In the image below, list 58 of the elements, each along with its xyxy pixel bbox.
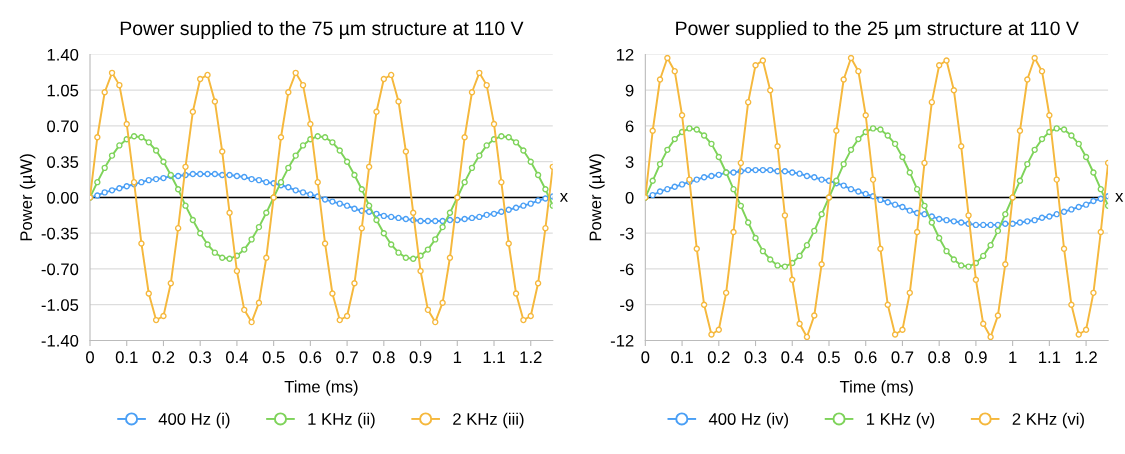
x-axis-title: Time (ms) [284, 380, 358, 396]
x-tick-label: 0.4 [225, 351, 249, 364]
x-axis-title: Time (ms) [839, 380, 913, 396]
annotation: x [559, 193, 568, 202]
y-axis-title: Power (µW) [19, 154, 36, 241]
y-tick-label: 1.40 [47, 48, 79, 61]
x-tick-label: 0.9 [409, 351, 432, 364]
x-tick-label: 0 [641, 351, 650, 364]
x-tick-label: 0 [86, 351, 94, 364]
x-tick-label: 0.7 [891, 351, 914, 364]
y-tick-label: -6 [620, 263, 634, 276]
x-tick-label: 0.2 [707, 351, 730, 364]
annotation: x [1115, 193, 1124, 202]
legend-label: 1 KHz (ii) [308, 412, 375, 429]
chart-title: Power supplied to the 75 µm structure at 110 V [120, 20, 524, 40]
x-tick-label: 0.6 [854, 351, 877, 364]
x-tick-label: 0.6 [299, 351, 322, 364]
y-tick-label: -9 [620, 299, 634, 311]
y-tick-label: 9 [625, 84, 634, 97]
y-tick-label: -1.40 [41, 334, 79, 347]
y-tick-label: 0 [625, 191, 634, 204]
legend-label: 400 Hz (i) [158, 412, 230, 429]
y-tick-label: -1.05 [41, 299, 79, 311]
x-tick-label: 0.4 [781, 351, 804, 364]
y-tick-label: 3 [625, 156, 634, 168]
y-tick-label: 0.00 [47, 191, 79, 204]
x-tick-label: 0.8 [928, 351, 951, 364]
x-tick-label: 1.1 [483, 351, 505, 363]
legend-label: 1 KHz (v) [866, 412, 935, 429]
legend-label: 400 Hz (iv) [708, 412, 789, 429]
chart-title: Power supplied to the 25 µm structure at 110 V [676, 20, 1079, 40]
x-tick-label: 0.1 [115, 351, 138, 364]
y-tick-label: 1.05 [47, 84, 79, 97]
x-tick-label: 1 [453, 351, 462, 363]
y-tick-label: 0.35 [47, 156, 79, 168]
legend-label: 2 KHz (iii) [453, 412, 524, 429]
y-axis-title: Power (µW) [589, 154, 605, 241]
x-tick-label: 0.7 [336, 351, 358, 364]
x-tick-label: 1.2 [520, 351, 542, 363]
x-tick-label: 1.1 [1039, 351, 1061, 363]
x-tick-label: 0.9 [964, 351, 987, 364]
x-tick-label: 0.2 [152, 351, 175, 364]
y-tick-label: -0.35 [41, 227, 79, 240]
y-tick-label: 0.70 [47, 120, 79, 133]
x-tick-label: 0.8 [372, 351, 395, 364]
x-tick-label: 0.1 [671, 351, 693, 364]
x-tick-label: 0.3 [189, 351, 212, 364]
x-tick-label: 1.2 [1075, 351, 1097, 363]
x-tick-label: 0.5 [818, 351, 840, 364]
y-tick-label: 6 [625, 120, 634, 133]
y-tick-label: -3 [620, 227, 634, 240]
y-tick-label: -12 [610, 334, 634, 347]
legend-label: 2 KHz (vi) [1012, 412, 1084, 429]
y-tick-label: 12 [616, 48, 634, 61]
x-tick-label: 0.3 [744, 351, 767, 364]
y-tick-label: -0.70 [41, 263, 79, 276]
x-tick-label: 1 [1009, 351, 1017, 363]
x-tick-label: 0.5 [262, 351, 285, 364]
